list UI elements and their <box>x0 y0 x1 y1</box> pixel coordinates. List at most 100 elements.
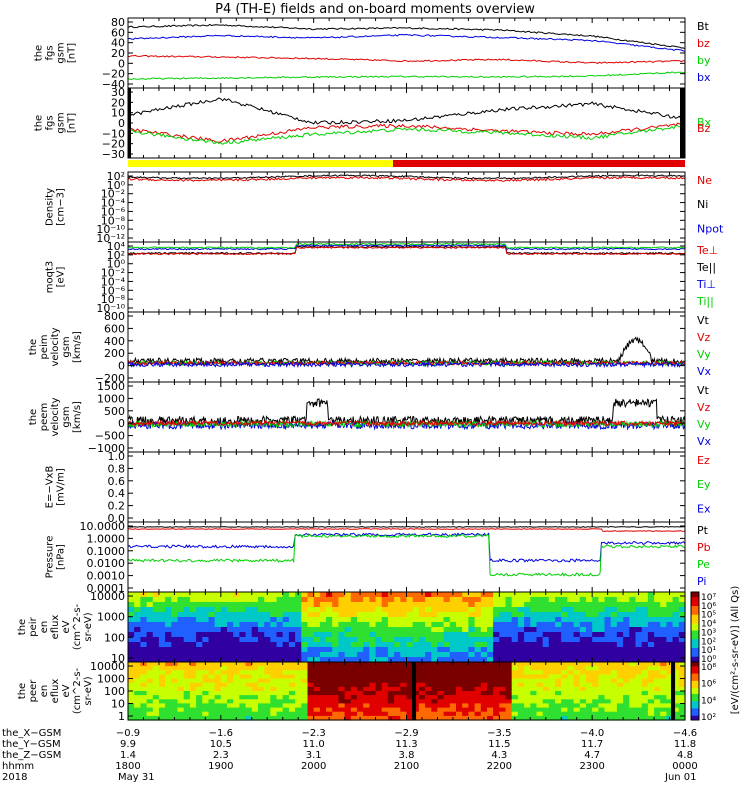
spectro-cell <box>165 662 172 667</box>
spectro-cell <box>258 632 265 638</box>
spectro-cell <box>530 695 538 700</box>
spectro-cell <box>313 666 321 671</box>
spectro-cell <box>245 652 253 658</box>
spectro-cell <box>616 637 624 643</box>
spectro-cell <box>480 607 488 613</box>
spectro-cell <box>425 592 432 598</box>
spectro-cell <box>288 670 296 675</box>
spectro-cell <box>239 715 247 721</box>
spectro-cell <box>462 647 469 653</box>
spectro-cell <box>493 670 500 675</box>
spectro-cell <box>511 666 519 671</box>
spectro-cell <box>672 695 680 700</box>
spectro-cell <box>517 674 525 680</box>
spectro-cell <box>282 674 290 680</box>
spectro-cell <box>319 715 327 721</box>
spectro-cell <box>245 632 253 638</box>
spectro-cell <box>400 657 408 663</box>
spectro-cell <box>548 612 556 618</box>
spectro-cell <box>258 607 265 613</box>
spectro-cell <box>239 699 247 704</box>
spectro-cell <box>616 632 624 638</box>
spectro-cell <box>660 674 667 680</box>
spectro-cell <box>623 597 630 603</box>
spectro-cell <box>505 637 513 643</box>
spectro-cell <box>387 686 395 692</box>
spectro-cell <box>406 642 414 648</box>
spectro-cell <box>276 715 284 721</box>
spectro-cell <box>369 642 377 648</box>
spectro-cell <box>326 642 333 648</box>
spectro-cell <box>610 699 618 704</box>
spectro-cell <box>400 612 408 618</box>
spectro-cell <box>152 612 160 618</box>
spectro-cell <box>548 642 556 648</box>
spectro-cell <box>616 715 624 721</box>
spectro-cell <box>524 657 531 663</box>
spectro-cell <box>629 642 637 648</box>
spectro-cell <box>276 711 284 717</box>
spectro-cell <box>536 627 544 633</box>
spectro-cell <box>350 637 358 643</box>
spectro-cell <box>678 607 686 613</box>
spectro-cell <box>270 632 278 638</box>
spectro-cell <box>282 622 290 628</box>
spectro-cell <box>555 682 562 688</box>
spectro-cell <box>555 674 562 680</box>
spectro-cell <box>437 686 445 692</box>
spectro-cell <box>158 642 166 648</box>
spectro-cell <box>462 632 469 638</box>
spectro-cell <box>196 637 203 643</box>
spectro-cell <box>276 592 284 598</box>
spectro-cell <box>350 607 358 613</box>
spectro-cell <box>505 607 513 613</box>
spectro-cell <box>301 597 309 603</box>
spectro-cell <box>647 652 655 658</box>
spectro-cell <box>586 637 593 643</box>
spectro-cell <box>654 617 661 623</box>
spectro-cell <box>499 602 507 608</box>
spectro-cell <box>171 647 179 653</box>
spectro-cell <box>381 612 389 618</box>
spectro-cell <box>641 612 649 618</box>
spectro-cell <box>177 666 185 671</box>
spectro-cell <box>381 602 389 608</box>
spectro-cell <box>177 695 185 700</box>
spectro-cell <box>387 670 395 675</box>
spectro-cell <box>418 602 426 608</box>
spectro-cell <box>604 622 612 628</box>
spectro-cell <box>437 691 445 696</box>
spectro-cell <box>158 647 166 653</box>
spectro-cell <box>517 711 525 717</box>
colorbar-cell <box>691 611 699 614</box>
spectro-cell <box>375 622 383 628</box>
spectro-cell <box>555 703 562 709</box>
spectro-cell <box>158 592 166 598</box>
spectro-cell <box>487 592 494 598</box>
spectro-cell <box>623 707 630 713</box>
spectro-cell <box>233 682 240 688</box>
spectro-cell <box>375 652 383 658</box>
spectro-cell <box>344 674 352 680</box>
spectro-cell <box>610 597 618 603</box>
spectro-cell <box>468 597 476 603</box>
spectro-cell <box>276 657 284 663</box>
ephemeris-value: 1800 <box>115 761 140 772</box>
spectro-cell <box>623 637 630 643</box>
spectro-cell <box>660 622 667 628</box>
spectro-cell <box>598 670 606 675</box>
spectro-cell <box>363 711 370 717</box>
spectro-cell <box>276 678 284 684</box>
y-tick-label: −500 <box>95 430 125 443</box>
spectro-cell <box>567 592 575 598</box>
spectro-cell <box>165 666 172 671</box>
spectro-cell <box>616 674 624 680</box>
spectro-cell <box>338 678 346 684</box>
spectro-cell <box>499 622 507 628</box>
spectro-cell <box>573 682 581 688</box>
spectro-cell <box>400 617 408 623</box>
spectro-cell <box>313 627 321 633</box>
spectro-cell <box>604 666 612 671</box>
spectro-cell <box>128 695 135 700</box>
spectro-cell <box>357 674 364 680</box>
